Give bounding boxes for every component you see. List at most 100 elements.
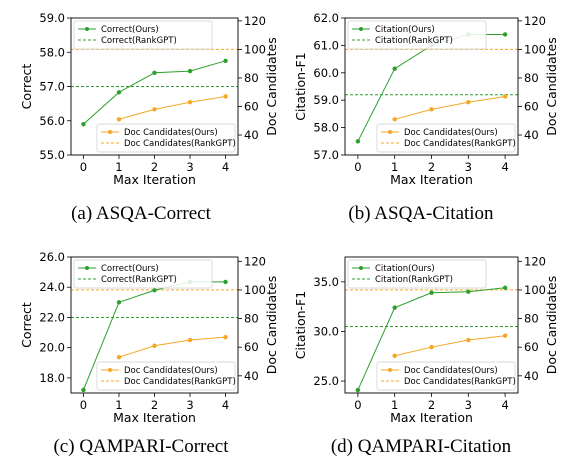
x-tick-label: 4: [501, 398, 508, 412]
ours-quality-point: [116, 300, 122, 305]
y-tick-label: 58.0: [313, 121, 339, 135]
y2-tick-label: 60: [524, 340, 539, 354]
y2-tick-label: 80: [244, 71, 259, 85]
y2-tick-label: 40: [524, 369, 539, 383]
x-tick-label: 3: [465, 398, 472, 412]
legend-box: [347, 259, 487, 289]
chart-panel-1: 0 1 2 3 4 57.0 58.0 59.0 60.0 61.0 62.0 40 60 80 100 12…: [293, 11, 559, 224]
x-axis-label: Max Iteration: [390, 410, 473, 425]
y2-tick-label: 120: [524, 14, 546, 28]
legend-label: Correct(RankGPT): [101, 36, 177, 46]
legend-box: [347, 20, 487, 50]
legend-box: [376, 123, 516, 153]
y2-tick-label: 60: [244, 99, 259, 113]
ours-docs-point: [502, 333, 508, 338]
y-tick-label: 55.0: [39, 148, 65, 162]
legend-marker: [108, 368, 112, 372]
ours-docs-point: [223, 94, 228, 99]
legend-label: Doc Candidates(RankGPT): [404, 139, 516, 149]
ours-docs-point: [223, 334, 228, 340]
legend-label: Doc Candidates(RankGPT): [124, 139, 236, 149]
ours-docs-point: [466, 337, 471, 343]
ours-docs-point: [187, 99, 193, 105]
y2-tick-label: 60: [524, 99, 539, 113]
x-tick-label: 4: [222, 160, 229, 174]
y2-tick-label: 40: [524, 128, 539, 142]
ours-docs-line: [394, 95, 506, 120]
y-tick-label: 57.0: [313, 148, 339, 162]
y2-tick-label: 80: [244, 312, 259, 326]
legend-marker: [85, 266, 89, 270]
y-tick-label: 35.0: [313, 275, 339, 289]
x-tick-label: 0: [354, 398, 361, 412]
legend-box: [73, 20, 213, 50]
y-tick-label: 61.0: [313, 38, 339, 52]
y2-tick-label: 60: [244, 340, 259, 354]
legend-label: Citation(Ours): [375, 264, 435, 274]
y2-tick-label: 100: [524, 42, 546, 56]
legend-marker: [388, 368, 392, 372]
legend-label: Citation(RankGPT): [375, 36, 453, 46]
ours-quality-point: [466, 289, 471, 294]
y2-tick-label: 120: [244, 254, 266, 268]
panel-caption: (a) ASQA-Correct: [71, 203, 212, 224]
ours-quality-point: [429, 290, 434, 295]
y-tick-label: 26.0: [39, 250, 65, 264]
ours-quality-line: [83, 60, 226, 125]
ours-docs-point: [466, 99, 471, 105]
panel-caption: (c) QAMPARI-Correct: [53, 436, 229, 457]
x-tick-label: 0: [80, 160, 87, 174]
x-axis-label: Max Iteration: [390, 172, 473, 187]
ours-quality-point: [223, 279, 228, 285]
y2-tick-label: 80: [524, 312, 539, 326]
y2-axis-label: Doc Candidates: [544, 37, 559, 136]
ours-docs-point: [429, 107, 434, 112]
y-tick-label: 18.0: [39, 371, 65, 385]
x-tick-label: 3: [465, 160, 472, 174]
legend-label: Citation(RankGPT): [375, 275, 453, 285]
legend-label: Correct(Ours): [101, 264, 159, 274]
x-axis-label: Max Iteration: [113, 410, 196, 425]
legend-marker: [359, 27, 363, 31]
x-tick-label: 2: [428, 160, 435, 174]
legend-label: Doc Candidates(Ours): [404, 128, 498, 138]
legend-label: Doc Candidates(Ours): [404, 366, 498, 376]
y2-tick-label: 120: [244, 14, 266, 28]
ours-quality-point: [502, 285, 508, 290]
ours-quality-point: [355, 387, 361, 393]
chart-panel-3: 0 1 2 3 4 25.0 30.0 35.0 40 60 80 100 120 Citation(Ou…: [293, 254, 559, 457]
legend-box: [376, 361, 516, 391]
ours-quality-point: [223, 58, 228, 64]
ours-docs-line: [118, 336, 226, 358]
y-tick-label: 20.0: [39, 341, 65, 355]
x-tick-label: 3: [186, 160, 193, 174]
ours-docs-point: [392, 117, 397, 122]
panel-caption: (b) ASQA-Citation: [348, 203, 494, 224]
y2-tick-label: 40: [244, 369, 259, 383]
plot-frame: [344, 17, 519, 156]
y2-tick-label: 40: [244, 128, 259, 142]
legend-label: Doc Candidates(RankGPT): [404, 377, 516, 387]
plot-frame: [70, 256, 239, 394]
legend-box: [73, 259, 213, 289]
legend-marker: [85, 27, 89, 31]
ours-docs-point: [187, 337, 193, 343]
ours-quality-point: [355, 139, 361, 144]
legend-marker: [108, 130, 112, 134]
ours-quality-point: [502, 32, 508, 37]
y-tick-label: 60.0: [313, 66, 339, 80]
ours-docs-point: [502, 94, 508, 99]
plot-frame: [70, 17, 239, 156]
y2-axis-label: Doc Candidates: [544, 276, 559, 375]
ours-docs-point: [116, 117, 122, 122]
legend-label: Doc Candidates(Ours): [124, 366, 218, 376]
ours-docs-line: [394, 335, 506, 357]
x-axis-label: Max Iteration: [113, 172, 196, 187]
y2-tick-label: 120: [524, 254, 546, 268]
legend-label: Correct(RankGPT): [101, 275, 177, 285]
ours-docs-point: [116, 355, 122, 360]
x-tick-label: 0: [80, 398, 87, 412]
legend-label: Citation(Ours): [375, 25, 435, 35]
y-axis-label: Correct: [19, 302, 34, 348]
